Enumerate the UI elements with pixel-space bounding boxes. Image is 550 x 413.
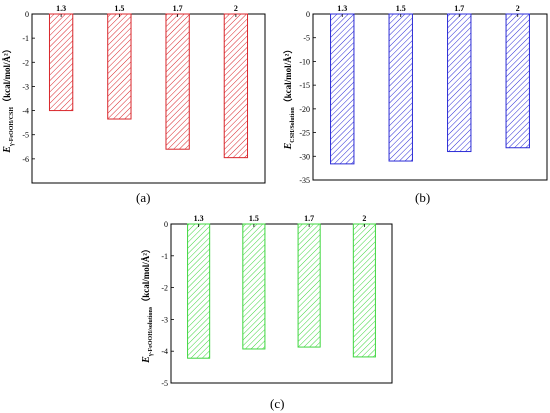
plot-frame bbox=[170, 223, 393, 384]
y-tick-label: -30 bbox=[299, 152, 310, 161]
bar bbox=[165, 13, 190, 150]
category-label: 1.5 bbox=[396, 4, 406, 13]
bar bbox=[352, 223, 376, 358]
chart-panel-a: 0 -1 -2 -3 -4 -5 -6 1.3 1.5 1.7 2 Eγ-FeOOH/CSH（kcal… bbox=[2, 4, 266, 184]
y-tick-label: -1 bbox=[22, 34, 29, 43]
plot-frame bbox=[31, 13, 266, 184]
bar bbox=[330, 13, 355, 165]
plot-frame bbox=[312, 13, 548, 181]
category-label: 1.7 bbox=[304, 214, 314, 223]
y-tick-label: -2 bbox=[22, 58, 29, 67]
y-tick-label: -6 bbox=[22, 155, 29, 164]
y-tick-label: -4 bbox=[22, 107, 29, 116]
panel-label-c: (c) bbox=[270, 396, 284, 411]
panel-label-b: (b) bbox=[415, 190, 430, 205]
y-tick-label: -5 bbox=[303, 34, 310, 43]
y-tick-label: 0 bbox=[25, 10, 29, 19]
category-label: 2 bbox=[234, 4, 238, 13]
bar bbox=[48, 13, 74, 112]
bar bbox=[297, 223, 321, 348]
chart-panel-c: 0 -1 -2 -3 -4 -5 1.3 1.5 1.7 2 Eγ-FeOOH/solutions（… bbox=[141, 214, 393, 388]
y-axis-label: Eγ-FeOOH/solutions（kcal/mol/Å²） bbox=[141, 244, 154, 364]
chart-panel-b: 0 -5 -10 -15 -20 -25 -30 -35 1.3 1.5 1.7 2 ECSH/Solu… bbox=[283, 4, 548, 185]
y-tick-label: -25 bbox=[299, 129, 310, 138]
category-label: 1.3 bbox=[194, 214, 204, 223]
bar bbox=[187, 223, 211, 359]
bar bbox=[388, 13, 413, 162]
bar bbox=[242, 223, 266, 350]
category-label: 2 bbox=[516, 4, 520, 13]
bar bbox=[447, 13, 472, 153]
y-tick-label: -35 bbox=[299, 176, 310, 185]
category-label: 1.3 bbox=[337, 4, 347, 13]
y-tick-label: -2 bbox=[161, 284, 168, 293]
y-tick-label: -5 bbox=[161, 379, 168, 388]
bar bbox=[107, 13, 132, 120]
y-tick-label: -3 bbox=[22, 82, 29, 91]
y-tick-label: -15 bbox=[299, 81, 310, 90]
y-tick-label: -5 bbox=[22, 131, 29, 140]
category-label: 1.7 bbox=[454, 4, 464, 13]
category-label: 1.3 bbox=[56, 4, 66, 13]
panel-label-a: (a) bbox=[136, 190, 150, 205]
bar bbox=[223, 13, 249, 159]
y-axis-label: ECSH/Solution（kcal/mol/Å²） bbox=[283, 45, 296, 151]
category-label: 1.5 bbox=[114, 4, 124, 13]
y-tick-label: -3 bbox=[161, 315, 168, 324]
y-tick-label: -4 bbox=[161, 347, 168, 356]
y-tick-label: -10 bbox=[299, 57, 310, 66]
y-axis-label: Eγ-FeOOH/CSH（kcal/mol/Å²） bbox=[2, 44, 15, 154]
category-label: 2 bbox=[362, 214, 366, 223]
category-label: 1.7 bbox=[173, 4, 183, 13]
bar bbox=[505, 13, 530, 149]
y-tick-label: -1 bbox=[161, 252, 168, 261]
category-label: 1.5 bbox=[249, 214, 259, 223]
y-tick-label: 0 bbox=[164, 220, 168, 229]
y-tick-label: 0 bbox=[306, 10, 310, 19]
y-tick-label: -20 bbox=[299, 105, 310, 114]
